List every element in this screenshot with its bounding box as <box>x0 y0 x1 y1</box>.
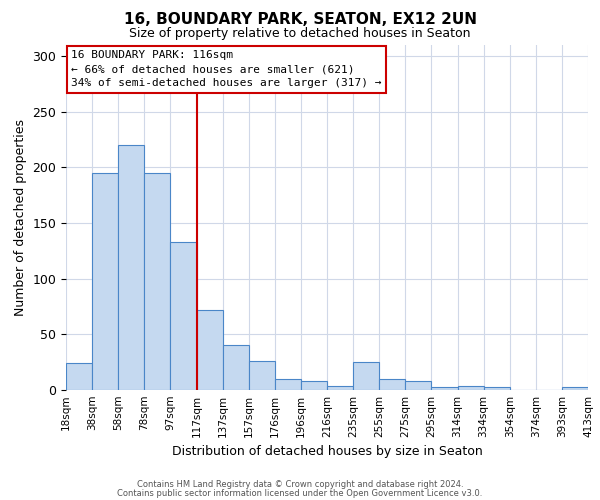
Text: Contains public sector information licensed under the Open Government Licence v3: Contains public sector information licen… <box>118 488 482 498</box>
Text: 16 BOUNDARY PARK: 116sqm
← 66% of detached houses are smaller (621)
34% of semi-: 16 BOUNDARY PARK: 116sqm ← 66% of detach… <box>71 50 382 88</box>
Bar <box>92 173 118 390</box>
Bar <box>406 381 431 390</box>
Bar <box>223 346 249 390</box>
Bar <box>249 361 275 390</box>
Bar <box>431 386 458 390</box>
Bar <box>197 310 223 390</box>
Bar <box>379 379 406 390</box>
X-axis label: Distribution of detached houses by size in Seaton: Distribution of detached houses by size … <box>172 446 482 458</box>
Bar <box>145 173 170 390</box>
Bar <box>170 242 197 390</box>
Bar <box>458 386 484 390</box>
Text: 16, BOUNDARY PARK, SEATON, EX12 2UN: 16, BOUNDARY PARK, SEATON, EX12 2UN <box>124 12 476 28</box>
Text: Size of property relative to detached houses in Seaton: Size of property relative to detached ho… <box>129 28 471 40</box>
Y-axis label: Number of detached properties: Number of detached properties <box>14 119 27 316</box>
Bar <box>484 386 510 390</box>
Bar <box>118 145 145 390</box>
Bar <box>66 364 92 390</box>
Bar <box>301 381 327 390</box>
Bar <box>327 386 353 390</box>
Bar <box>562 386 588 390</box>
Bar <box>353 362 379 390</box>
Bar <box>275 379 301 390</box>
Text: Contains HM Land Registry data © Crown copyright and database right 2024.: Contains HM Land Registry data © Crown c… <box>137 480 463 489</box>
